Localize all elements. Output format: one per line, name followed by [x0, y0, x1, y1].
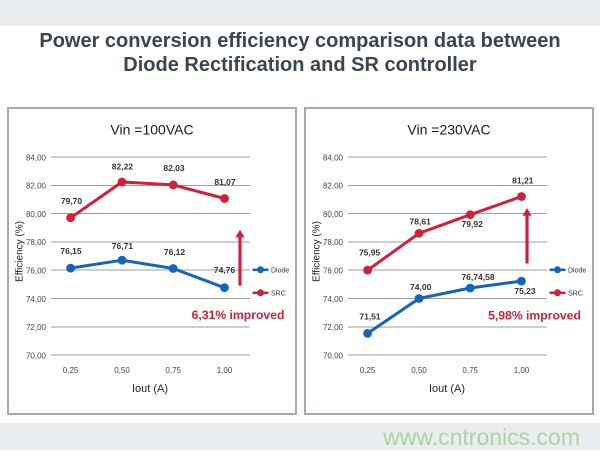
svg-text:1,00: 1,00 [514, 366, 530, 375]
svg-text:71,51: 71,51 [359, 311, 381, 321]
svg-text:70,00: 70,00 [26, 351, 47, 360]
svg-text:81,21: 81,21 [512, 176, 534, 186]
svg-text:76,00: 76,00 [26, 267, 47, 276]
svg-text:76,15: 76,15 [60, 246, 82, 256]
svg-text:80,00: 80,00 [26, 210, 47, 219]
svg-text:82,00: 82,00 [323, 182, 344, 191]
svg-text:74,00: 74,00 [26, 295, 47, 304]
svg-text:74,00: 74,00 [410, 282, 432, 292]
svg-text:6,31% improved: 6,31% improved [192, 308, 285, 322]
svg-text:76,74,58: 76,74,58 [461, 272, 494, 282]
svg-text:75,95: 75,95 [359, 248, 381, 258]
svg-text:0,75: 0,75 [165, 366, 181, 375]
svg-text:72,00: 72,00 [26, 323, 47, 332]
svg-text:1,00: 1,00 [217, 366, 233, 375]
svg-text:Iout (A): Iout (A) [429, 383, 465, 395]
svg-text:72,00: 72,00 [323, 323, 344, 332]
svg-text:76,71: 76,71 [112, 241, 134, 251]
svg-text:Diode: Diode [271, 267, 289, 274]
svg-text:74,76: 74,76 [214, 265, 236, 275]
svg-text:5,98% improved: 5,98% improved [488, 308, 581, 322]
svg-text:81,07: 81,07 [214, 177, 236, 187]
svg-text:84,00: 84,00 [323, 153, 344, 162]
svg-text:0,75: 0,75 [462, 366, 478, 375]
svg-text:76,12: 76,12 [164, 247, 186, 257]
svg-text:SRC: SRC [568, 290, 583, 297]
svg-text:78,61: 78,61 [410, 217, 432, 227]
svg-text:75,23: 75,23 [514, 286, 536, 296]
svg-text:Diode: Diode [568, 267, 586, 274]
svg-text:70,00: 70,00 [323, 351, 344, 360]
svg-text:82,00: 82,00 [26, 182, 47, 191]
svg-text:74,00: 74,00 [323, 295, 344, 304]
svg-text:SRC: SRC [271, 290, 286, 297]
svg-text:Iout (A): Iout (A) [132, 383, 168, 395]
svg-text:82,22: 82,22 [112, 161, 134, 171]
svg-text:Efficiency (%): Efficiency (%) [312, 221, 323, 282]
svg-text:78,00: 78,00 [323, 238, 344, 247]
svg-text:Vin =230VAC: Vin =230VAC [407, 122, 490, 138]
svg-text:80,00: 80,00 [323, 210, 344, 219]
svg-text:0,25: 0,25 [63, 366, 79, 375]
svg-text:76,00: 76,00 [323, 267, 344, 276]
svg-text:79,70: 79,70 [61, 196, 83, 206]
svg-text:78,00: 78,00 [26, 238, 47, 247]
svg-text:0,25: 0,25 [360, 366, 376, 375]
svg-text:0,50: 0,50 [411, 366, 427, 375]
svg-text:Efficiency (%): Efficiency (%) [15, 221, 26, 282]
svg-text:84,00: 84,00 [26, 153, 47, 162]
svg-text:0,50: 0,50 [114, 366, 130, 375]
svg-text:79,92: 79,92 [462, 219, 484, 229]
svg-text:82,03: 82,03 [163, 163, 185, 173]
svg-text:Vin =100VAC: Vin =100VAC [110, 122, 193, 138]
